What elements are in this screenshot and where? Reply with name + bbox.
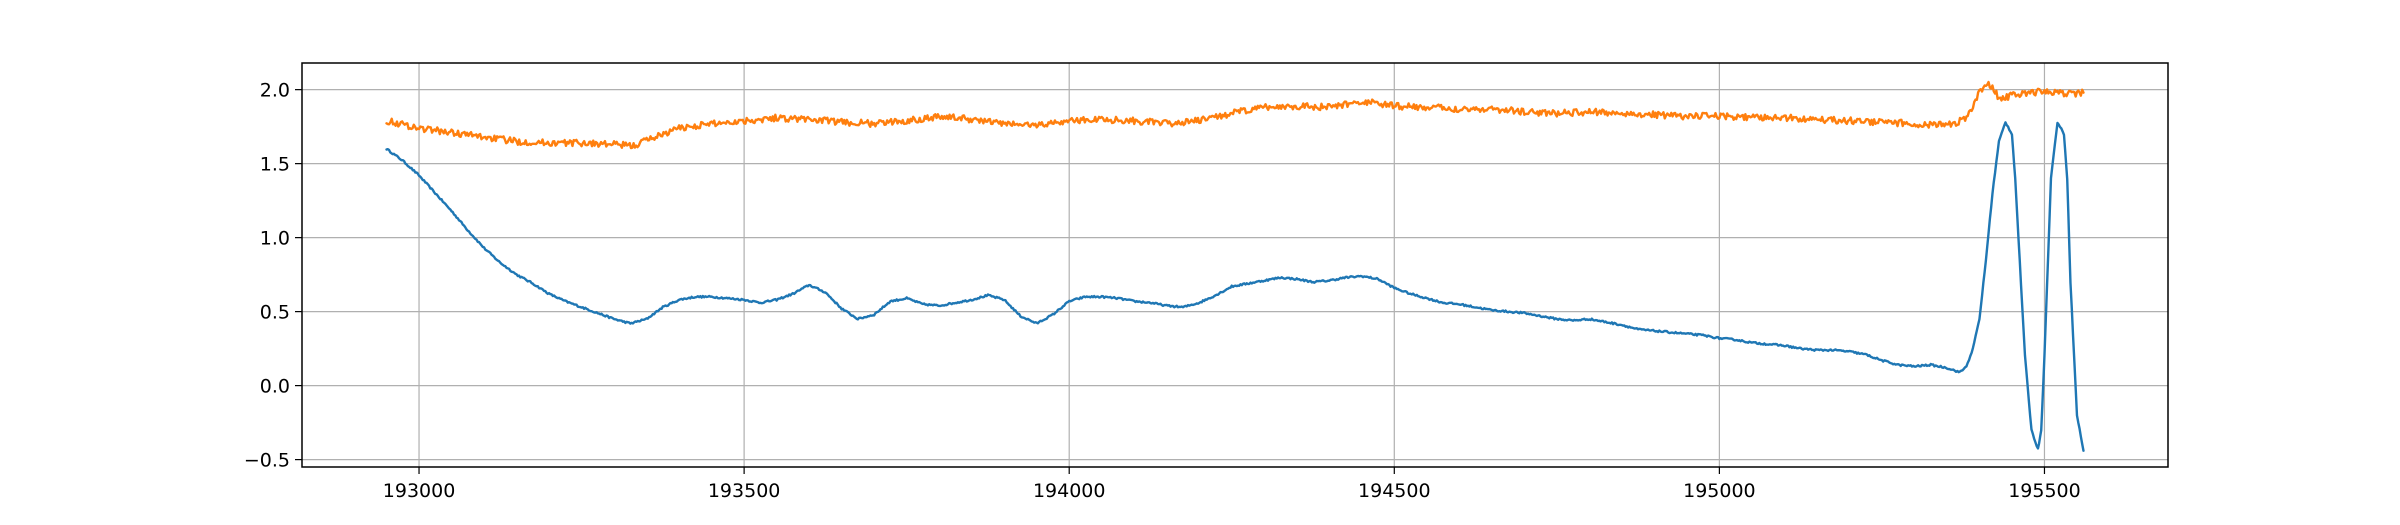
series-line-1 — [385, 121, 2085, 452]
y-tick-label: 1.5 — [260, 154, 290, 176]
x-tick-label: 194500 — [1358, 480, 1431, 502]
x-tick-label: 193000 — [383, 480, 456, 502]
series-layer — [385, 80, 2085, 452]
grid-lines — [302, 63, 2168, 467]
x-tick-label: 195000 — [1683, 480, 1756, 502]
x-tick-label: 195500 — [2008, 480, 2081, 502]
y-tick-label: 0.5 — [260, 302, 290, 324]
x-axis: 193000 193500 194000 194500 195000 195500 — [383, 467, 2081, 502]
x-tick-label: 194000 — [1033, 480, 1106, 502]
y-tick-label: 2.0 — [260, 80, 290, 102]
y-tick-label: 1.0 — [260, 228, 290, 250]
series-line-2 — [385, 80, 2085, 150]
y-axis: −0.5 0.0 0.5 1.0 1.5 2.0 — [244, 80, 302, 472]
plot-frame — [301, 62, 2169, 468]
x-tick-label: 193500 — [708, 480, 781, 502]
y-tick-label: 0.0 — [260, 376, 290, 398]
y-tick-label: −0.5 — [244, 450, 290, 472]
